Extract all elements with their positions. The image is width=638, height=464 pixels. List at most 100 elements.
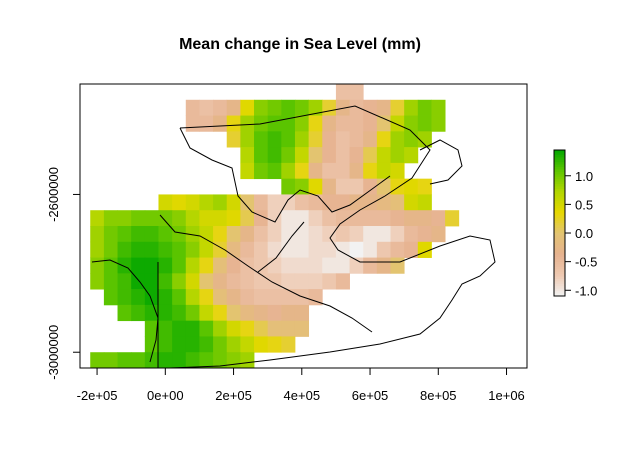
raster-cell-r2-c6 bbox=[267, 115, 282, 132]
raster-cell-r14-c12 bbox=[281, 304, 296, 322]
raster-cell-r11-c20 bbox=[363, 257, 378, 274]
raster-cell-r3-c4 bbox=[281, 131, 296, 148]
raster-cell-r13-c13 bbox=[281, 289, 296, 306]
raster-cell-r13-c4 bbox=[158, 289, 173, 306]
colorbar-segment bbox=[554, 283, 565, 287]
colorbar-segment bbox=[554, 291, 565, 295]
raster-cell-r12-c13 bbox=[267, 273, 282, 290]
raster-cell-r9-c14 bbox=[281, 226, 296, 243]
raster-cell-r17-c8 bbox=[199, 352, 214, 368]
raster-cell-r9-c13 bbox=[267, 226, 282, 243]
raster-cell-r9-c4 bbox=[144, 226, 159, 243]
raster-cell-r9-c20 bbox=[363, 226, 378, 243]
raster-cell-r9-c17 bbox=[322, 226, 337, 243]
raster-cell-r11-c21 bbox=[376, 257, 391, 274]
raster-cell-r5-c6 bbox=[322, 162, 337, 180]
raster-cell-r9-c12 bbox=[254, 226, 269, 243]
raster-cell-r2-c12 bbox=[349, 115, 364, 132]
raster-cell-r11-c13 bbox=[267, 257, 282, 274]
colorbar-segment bbox=[554, 274, 565, 278]
raster-cell-r3-c9 bbox=[349, 131, 364, 148]
colorbar-segment bbox=[554, 193, 565, 197]
raster-cell-r16-c0 bbox=[144, 336, 159, 353]
raster-cell-r10-c22 bbox=[390, 241, 405, 258]
raster-cell-r0-c0 bbox=[335, 84, 350, 101]
colorbar-segment bbox=[554, 205, 565, 209]
colorbar-frame bbox=[553, 149, 566, 297]
raster-cell-r7-c8 bbox=[267, 194, 282, 211]
x-tick-label: 2e+05 bbox=[215, 388, 252, 403]
raster-cell-r3-c2 bbox=[254, 131, 269, 148]
raster-cell-r17-c2 bbox=[117, 352, 132, 368]
raster-cell-r8-c1 bbox=[103, 210, 118, 227]
x-tick-label: 1e+06 bbox=[488, 388, 525, 403]
raster-cell-r4-c10 bbox=[376, 147, 391, 164]
colorbar-segment bbox=[554, 237, 565, 241]
raster-cell-r5-c0 bbox=[240, 162, 255, 180]
raster-cell-r9-c5 bbox=[158, 226, 173, 243]
raster-cell-r7-c1 bbox=[172, 194, 187, 211]
raster-cell-r9-c18 bbox=[335, 226, 350, 243]
raster-cell-r8-c21 bbox=[376, 210, 391, 227]
raster-cell-r10-c17 bbox=[322, 241, 337, 258]
colorbar-tick-label: -1.0 bbox=[575, 283, 597, 298]
raster-cell-r2-c15 bbox=[390, 115, 405, 132]
raster-cell-r4-c6 bbox=[322, 147, 337, 164]
raster-cell-r7-c7 bbox=[254, 194, 269, 211]
raster-cell-r12-c11 bbox=[240, 273, 255, 290]
y-tick-label: -2600000 bbox=[46, 167, 61, 222]
raster-cell-r4-c11 bbox=[390, 147, 405, 164]
raster-cell-r2-c4 bbox=[240, 115, 255, 132]
raster-cell-r12-c17 bbox=[322, 273, 337, 290]
raster-cell-r8-c18 bbox=[335, 210, 350, 227]
raster-cell-r8-c2 bbox=[117, 210, 132, 227]
raster-cell-r13-c8 bbox=[213, 289, 228, 306]
raster-cell-r17-c0 bbox=[90, 352, 105, 368]
raster-cell-r8-c23 bbox=[404, 210, 419, 227]
raster-cell-r9-c3 bbox=[131, 226, 146, 243]
raster-cell-r4-c3 bbox=[281, 147, 296, 164]
raster-cell-r16-c4 bbox=[199, 336, 214, 353]
raster-cell-r10-c15 bbox=[294, 241, 310, 258]
raster-cell-r17-c3 bbox=[131, 352, 146, 368]
raster-cell-r16-c9 bbox=[267, 336, 282, 353]
colorbar-segment bbox=[554, 225, 565, 229]
raster-cell-r5-c2 bbox=[267, 162, 282, 180]
colorbar-tick-label: 1.0 bbox=[575, 169, 593, 184]
colorbar-tick-label: 0.5 bbox=[575, 197, 593, 212]
raster-cell-r9-c0 bbox=[90, 226, 105, 243]
raster-cell-r10-c5 bbox=[158, 241, 173, 258]
colorbar-segment bbox=[554, 271, 565, 275]
raster-cell-r2-c13 bbox=[363, 115, 378, 132]
coastline-outline bbox=[91, 105, 496, 368]
raster-cell-r6-c3 bbox=[322, 178, 337, 195]
colorbar-segment bbox=[554, 244, 565, 248]
raster-cell-r2-c16 bbox=[404, 115, 419, 132]
raster-cell-r14-c0 bbox=[117, 304, 132, 322]
colorbar-segment bbox=[554, 293, 565, 297]
colorbar-segment bbox=[554, 188, 565, 192]
raster-cell-r8-c22 bbox=[390, 210, 405, 227]
colorbar-segment bbox=[554, 276, 565, 280]
raster-cell-r13-c9 bbox=[226, 289, 241, 306]
raster-cell-r11-c16 bbox=[308, 257, 323, 274]
raster-cell-r15-c8 bbox=[254, 320, 269, 337]
raster-cell-r4-c12 bbox=[404, 147, 419, 164]
raster-cell-r1-c0 bbox=[185, 99, 200, 116]
raster-cell-r4-c0 bbox=[240, 147, 255, 164]
raster-cell-r14-c9 bbox=[240, 304, 255, 322]
raster-cell-r4-c8 bbox=[349, 147, 364, 164]
raster-cell-r1-c10 bbox=[322, 99, 337, 116]
raster-cell-r11-c10 bbox=[226, 257, 241, 274]
x-tick-label: 8e+05 bbox=[420, 388, 457, 403]
raster-cell-r16-c8 bbox=[254, 336, 269, 353]
colorbar-segment bbox=[554, 240, 565, 243]
raster-cell-r7-c6 bbox=[240, 194, 255, 211]
colorbar-tick-label: 0.0 bbox=[575, 226, 593, 241]
colorbar-segment bbox=[554, 286, 565, 290]
raster-cell-r1-c7 bbox=[281, 99, 296, 116]
raster-cell-r5-c5 bbox=[308, 162, 323, 180]
raster-cell-r3-c3 bbox=[267, 131, 282, 148]
raster-cell-r7-c0 bbox=[158, 194, 173, 211]
